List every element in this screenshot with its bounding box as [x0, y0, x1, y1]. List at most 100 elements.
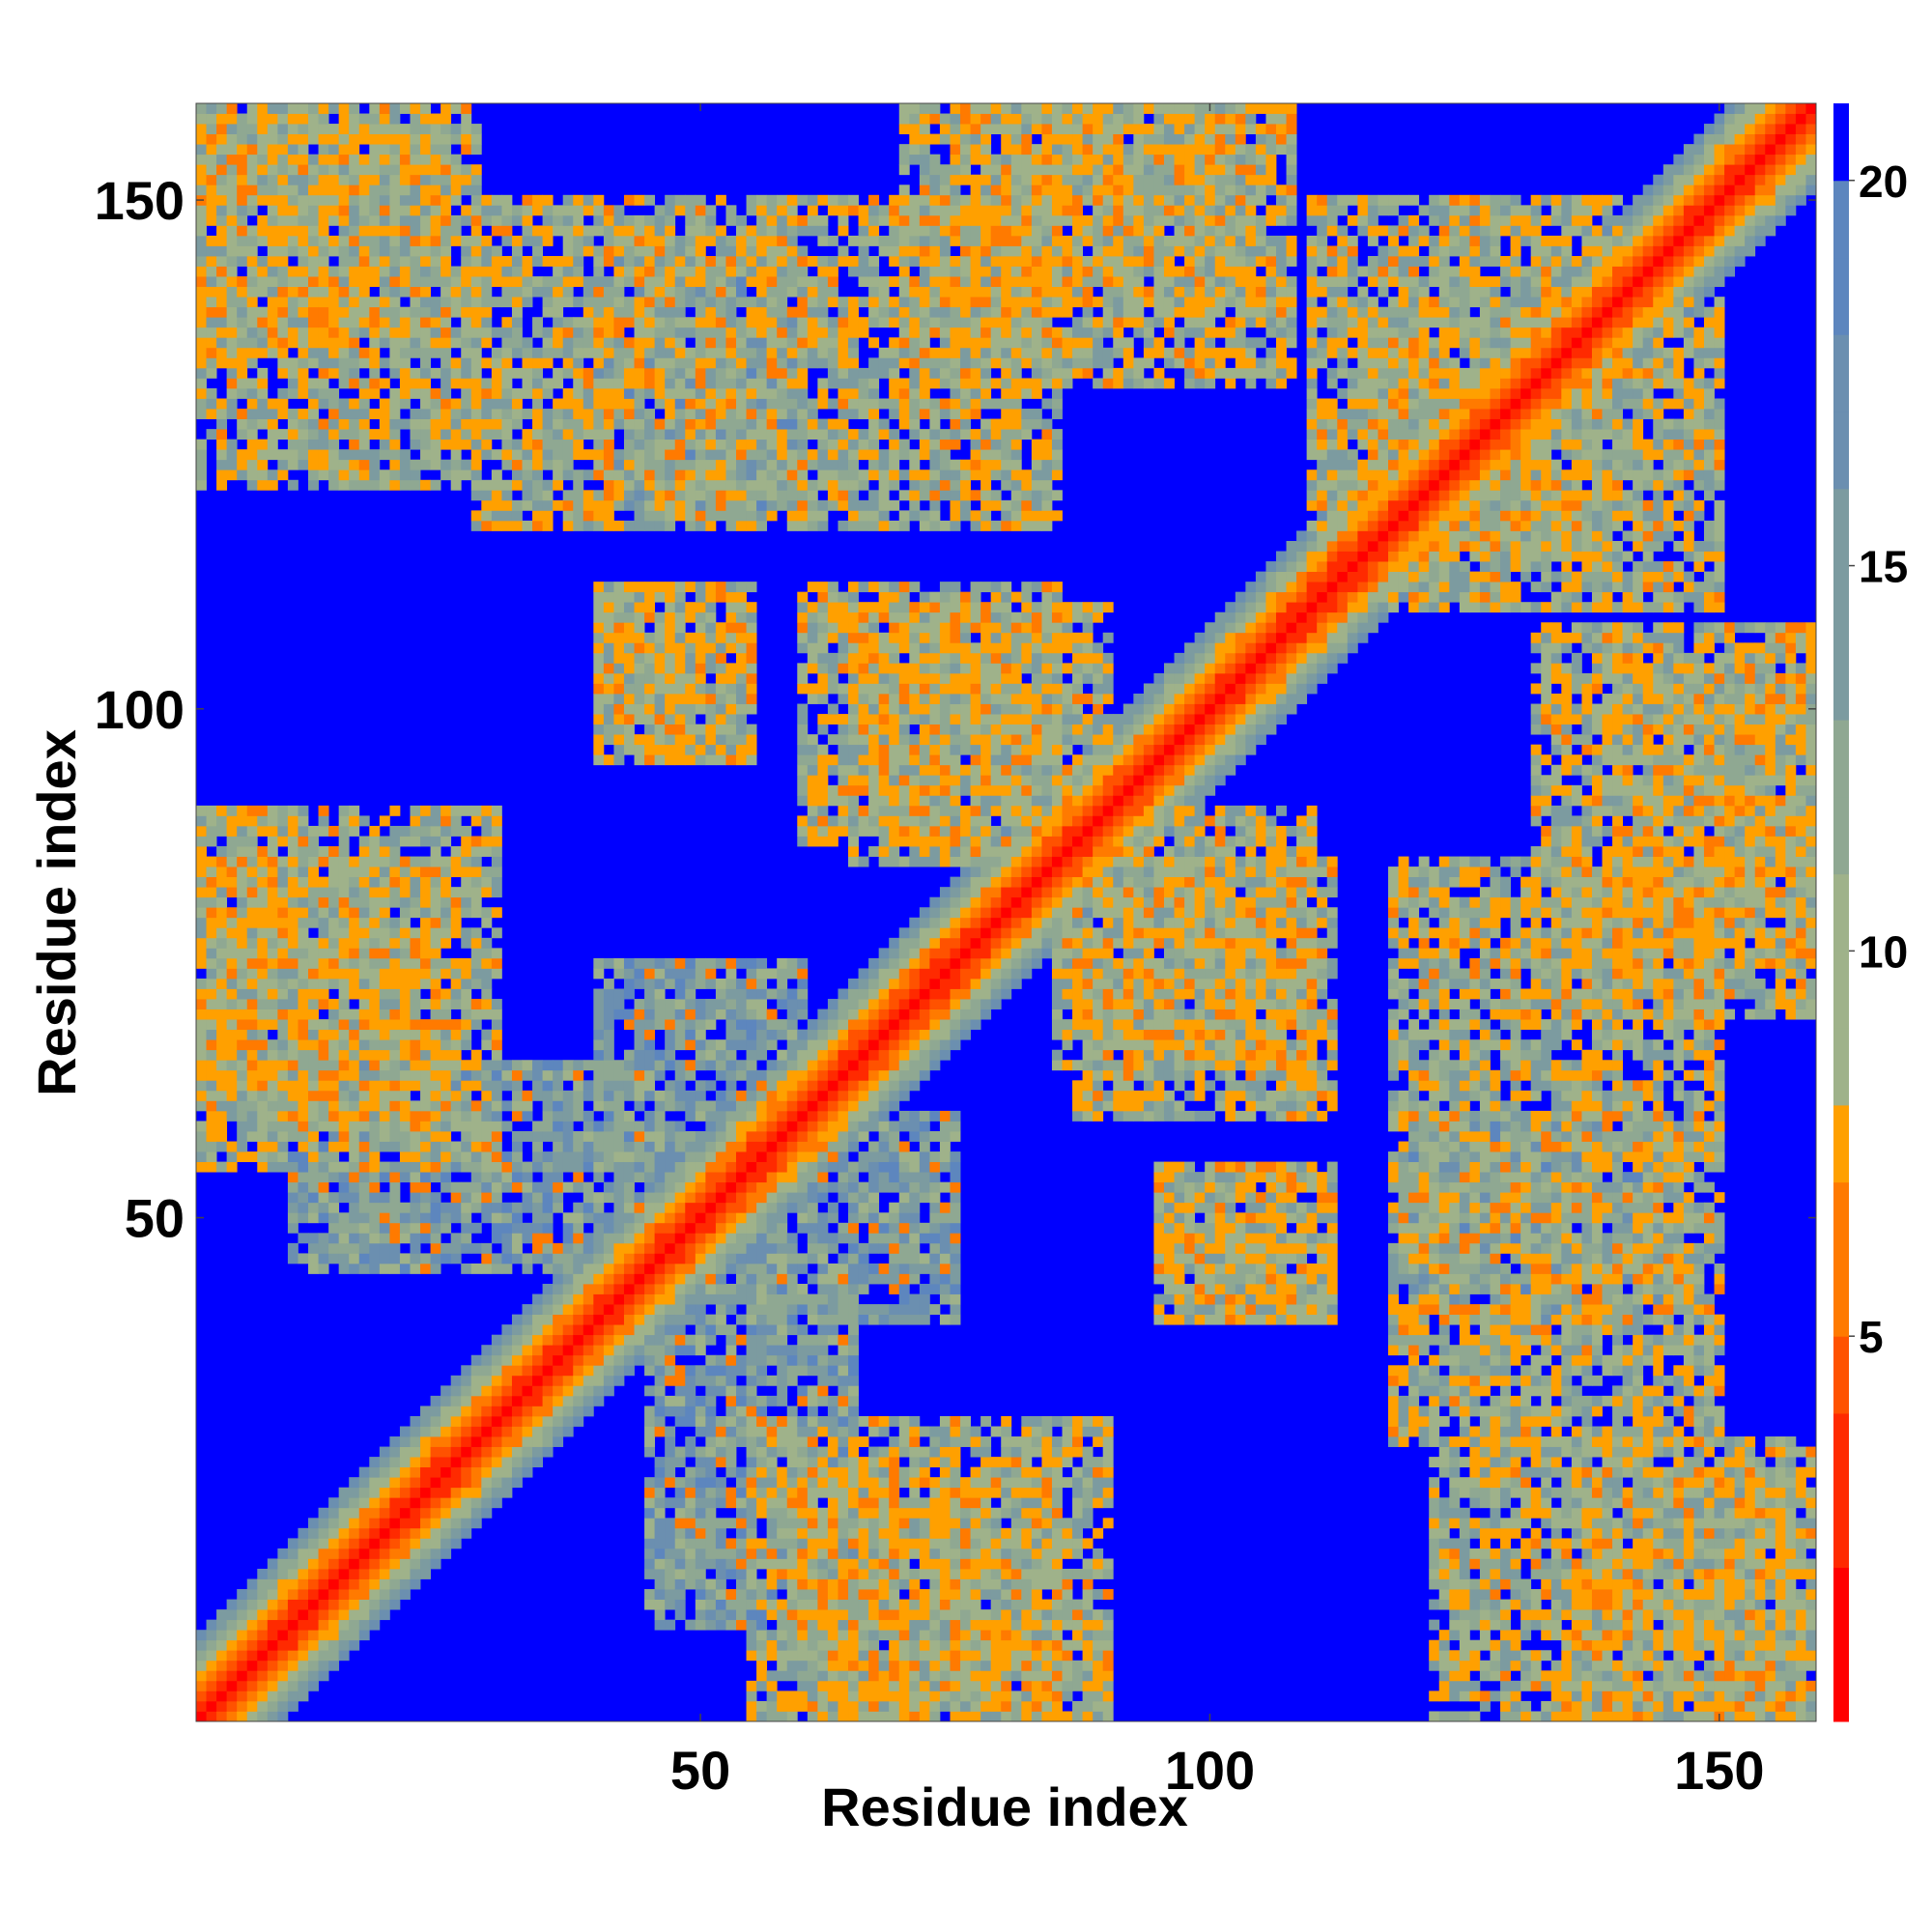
heatmap-cell — [603, 591, 614, 603]
heatmap-cell — [267, 1700, 278, 1712]
heatmap-cell — [644, 439, 656, 470]
heatmap-cell — [481, 439, 493, 450]
heatmap-cell — [766, 387, 778, 399]
heatmap-cell — [725, 714, 737, 725]
heatmap-cell — [593, 694, 605, 715]
heatmap-cell — [797, 1253, 809, 1264]
heatmap-cell — [807, 1426, 818, 1437]
heatmap-cell — [216, 1711, 228, 1722]
heatmap-cell — [756, 1304, 768, 1316]
heatmap-cell — [878, 1578, 890, 1600]
heatmap-cell — [868, 439, 880, 450]
heatmap-cell — [623, 1080, 635, 1101]
heatmap-cell — [827, 1365, 838, 1377]
heatmap-cell — [582, 1314, 594, 1325]
heatmap-cell — [766, 409, 778, 419]
heatmap-cell — [766, 1284, 778, 1294]
heatmap-cell — [338, 927, 350, 939]
heatmap-cell — [797, 611, 809, 623]
heatmap-cell — [695, 1334, 706, 1356]
heatmap-cell — [511, 1354, 523, 1366]
heatmap-cell — [766, 1466, 778, 1478]
heatmap-cell — [440, 988, 452, 1000]
heatmap-cell — [338, 1100, 350, 1112]
heatmap-cell — [685, 957, 696, 969]
heatmap-cell — [267, 398, 278, 410]
heatmap-cell — [838, 1365, 849, 1377]
heatmap-cell — [562, 1345, 574, 1356]
heatmap-cell — [491, 214, 502, 226]
heatmap-cell — [532, 1253, 544, 1264]
heatmap-cell — [246, 103, 258, 125]
heatmap-cell — [573, 439, 584, 461]
heatmap-cell — [623, 479, 635, 491]
heatmap-cell — [237, 856, 248, 867]
heatmap-cell — [603, 429, 614, 440]
heatmap-cell — [257, 449, 269, 461]
heatmap-cell — [349, 1599, 360, 1610]
heatmap-cell — [410, 286, 421, 298]
heatmap-cell — [501, 214, 513, 226]
heatmap-cell — [654, 297, 666, 308]
heatmap-cell — [328, 1589, 340, 1600]
heatmap-cell — [736, 266, 747, 277]
heatmap-cell — [410, 867, 421, 878]
heatmap-cell — [582, 347, 594, 358]
heatmap-cell — [532, 317, 544, 338]
heatmap-cell — [338, 1009, 350, 1020]
heatmap-cell — [511, 387, 523, 399]
heatmap-cell — [338, 896, 350, 908]
heatmap-cell — [216, 805, 228, 816]
heatmap-cell — [603, 1130, 614, 1173]
heatmap-cell — [287, 103, 298, 114]
heatmap-cell — [674, 1222, 686, 1234]
heatmap-cell — [257, 805, 269, 816]
heatmap-cell — [308, 1568, 319, 1579]
heatmap-cell — [756, 1161, 768, 1183]
heatmap-cell — [553, 327, 564, 349]
heatmap-cell — [756, 409, 768, 419]
heatmap-cell — [603, 409, 614, 419]
heatmap-cell — [746, 754, 757, 766]
heatmap-cell — [868, 1599, 880, 1621]
heatmap-cell — [654, 1507, 666, 1519]
heatmap-cell — [226, 1060, 238, 1071]
heatmap-cell — [328, 856, 340, 888]
heatmap-cell — [358, 1619, 370, 1631]
heatmap-cell — [491, 1181, 502, 1193]
heatmap-cell — [481, 1446, 493, 1458]
heatmap-cell — [756, 1639, 768, 1651]
heatmap-cell — [257, 1619, 269, 1631]
heatmap-cell — [756, 1609, 768, 1631]
heatmap-cell — [674, 499, 686, 522]
heatmap-cell — [685, 1284, 696, 1294]
heatmap-cell — [522, 1090, 533, 1101]
heatmap-cell — [542, 1110, 554, 1132]
heatmap-cell — [308, 1039, 319, 1051]
heatmap-cell — [838, 1670, 849, 1682]
heatmap-cell — [736, 1466, 747, 1478]
heatmap-cell — [848, 1558, 859, 1570]
heatmap-cell — [848, 764, 859, 776]
heatmap-cell — [746, 1284, 757, 1305]
heatmap-cell — [196, 887, 207, 898]
heatmap-cell — [338, 1141, 350, 1152]
heatmap-cell — [593, 1100, 605, 1112]
heatmap-cell — [470, 124, 482, 134]
heatmap-cell — [511, 439, 523, 450]
heatmap-cell — [298, 1151, 309, 1173]
heatmap-cell — [695, 1304, 706, 1325]
heatmap-cell — [389, 1110, 401, 1142]
heatmap-cell — [246, 1039, 258, 1051]
heatmap-cell — [715, 724, 726, 735]
heatmap-cell — [603, 1192, 614, 1204]
heatmap-cell — [440, 867, 452, 878]
heatmap-cell — [562, 214, 574, 226]
heatmap-cell — [573, 1253, 584, 1274]
heatmap-cell — [246, 185, 258, 196]
heatmap-cell — [848, 1354, 859, 1377]
heatmap-cell — [277, 836, 289, 847]
heatmap-cell — [807, 764, 818, 776]
heatmap-cell — [786, 499, 798, 511]
heatmap-cell — [613, 1345, 625, 1356]
